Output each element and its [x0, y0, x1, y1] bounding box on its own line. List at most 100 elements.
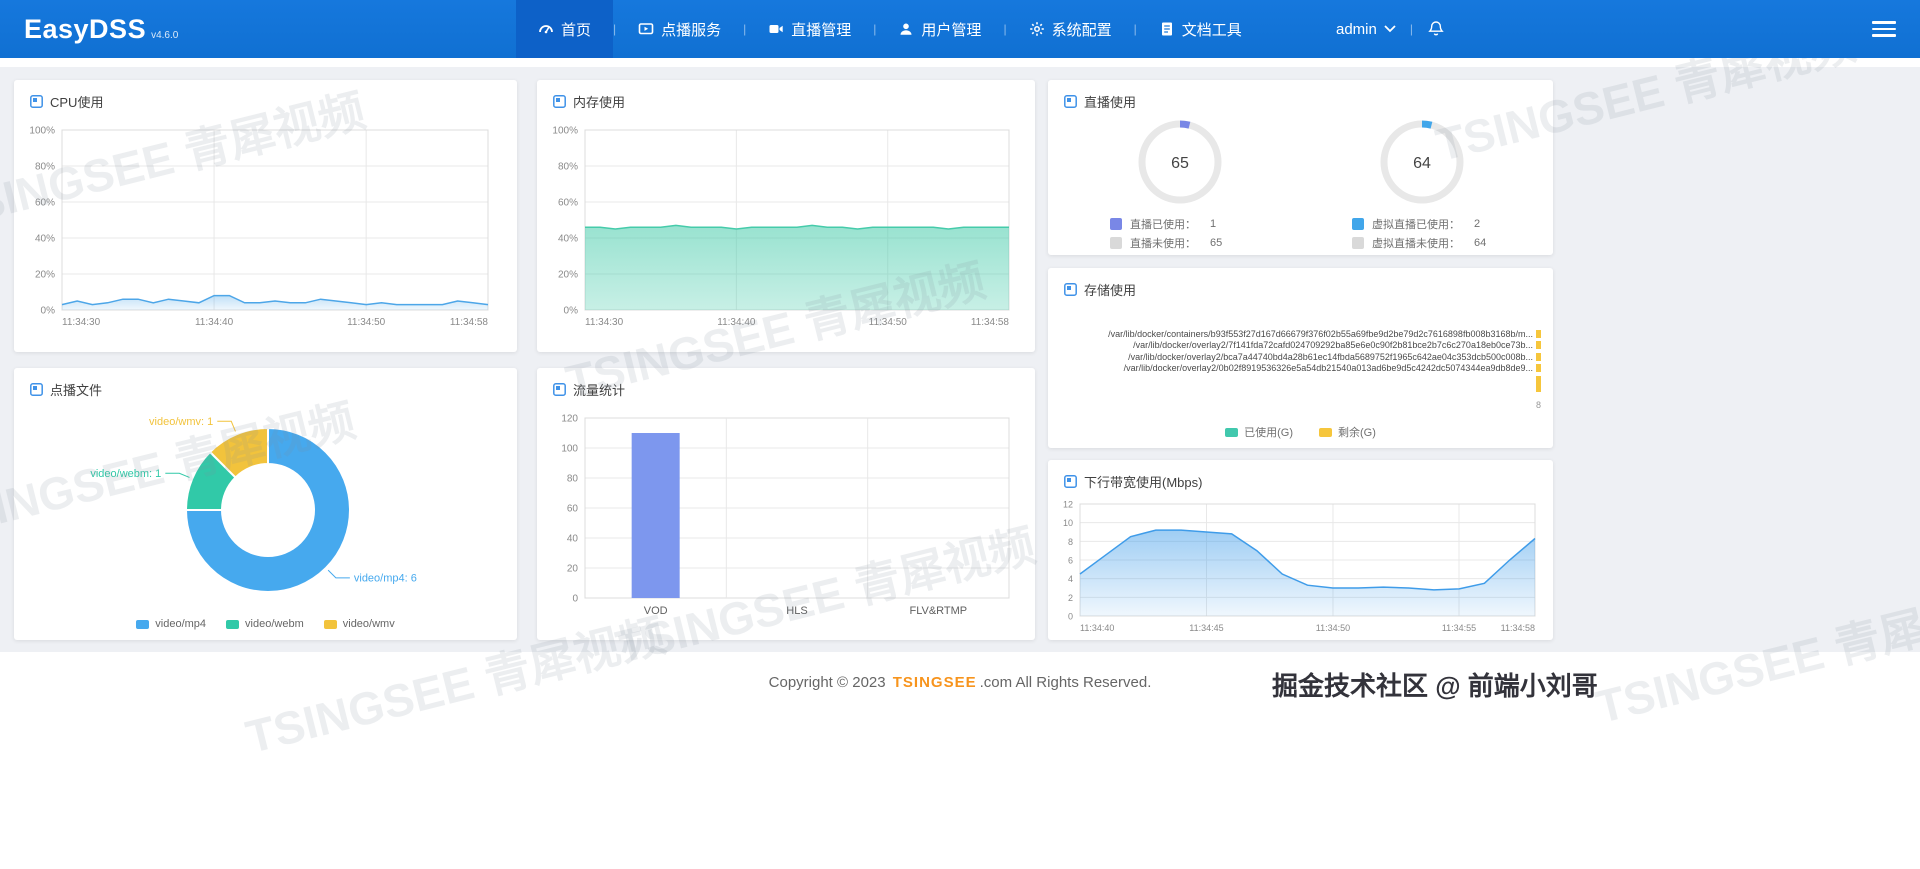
- storage-legend: 已使用(G) 剩余(G): [1048, 424, 1553, 440]
- remaining-bar: [1536, 364, 1541, 373]
- page-subbar: [0, 58, 1920, 67]
- svg-text:HLS: HLS: [786, 605, 807, 617]
- card-header: 直播使用: [1048, 80, 1553, 116]
- cpu-usage-card: CPU使用 0% 20% 40% 60% 80% 100% 11:34:30 11:34:40…: [14, 80, 517, 352]
- card-title: 存储使用: [1084, 282, 1137, 298]
- svg-text:11:34:58: 11:34:58: [971, 317, 1010, 328]
- svg-text:6: 6: [1068, 556, 1073, 566]
- nav-item-user-manage[interactable]: 用户管理: [876, 0, 1003, 58]
- storage-row: /var/lib/docker/containers/b93f553f27d16…: [1064, 328, 1541, 340]
- legend-value: 1: [1210, 217, 1217, 230]
- vod-play-icon: [638, 23, 654, 35]
- nav-label: 用户管理: [921, 21, 982, 39]
- legend-swatch: [1110, 236, 1122, 249]
- card-header: CPU使用: [14, 80, 517, 116]
- user-menu[interactable]: admin: [1336, 21, 1396, 38]
- svg-text:20%: 20%: [35, 270, 55, 281]
- svg-text:80%: 80%: [558, 162, 578, 173]
- panel-icon: [1064, 474, 1077, 488]
- card-title: 下行带宽使用(Mbps): [1084, 474, 1203, 490]
- docker-path: /var/lib/docker/containers/b93f553f27d16…: [1108, 328, 1533, 339]
- dashboard-icon: [539, 25, 553, 34]
- svg-text:0%: 0%: [564, 306, 579, 317]
- svg-text:10: 10: [1063, 518, 1073, 528]
- svg-text:VOD: VOD: [644, 605, 668, 617]
- bandwidth-line-chart: 0 2 4 6 8 10 12 11:34:40 11:34:45 11:34:50 11:34:5…: [1063, 500, 1536, 633]
- legend-item: video/webm: [226, 618, 304, 630]
- nav-item-live-manage[interactable]: 直播管理: [746, 0, 873, 58]
- vod-legend: video/mp4 video/webm video/wmv: [14, 618, 517, 630]
- svg-text:100%: 100%: [552, 126, 578, 137]
- svg-text:20%: 20%: [558, 270, 578, 281]
- document-icon: [1161, 22, 1172, 36]
- live-gauge-legend: 直播已使用： 1 直播未使用： 65: [1110, 214, 1222, 252]
- legend-row: 直播未使用： 65: [1110, 233, 1222, 252]
- svg-text:11:34:30: 11:34:30: [62, 317, 101, 328]
- legend-label: video/webm: [245, 618, 304, 630]
- nav-item-home[interactable]: 首页: [516, 0, 614, 58]
- live-usage-card: 直播使用 65 64 直播已使用： 1 直播未使用： 65 虚拟直播已使用： 2 虚拟…: [1048, 80, 1553, 255]
- nav-item-system-config[interactable]: 系统配置: [1007, 0, 1134, 58]
- svg-text:FLV&RTMP: FLV&RTMP: [909, 605, 967, 617]
- card-title: 直播使用: [1084, 94, 1137, 110]
- legend-label: video/mp4: [155, 618, 207, 630]
- storage-row: /var/lib/docker/overlay2/0b02f8919536326…: [1064, 363, 1541, 375]
- legend-label: 直播已使用：: [1130, 218, 1196, 231]
- nav-item-vod-service[interactable]: 点播服务: [616, 0, 743, 58]
- legend-swatch: [1225, 427, 1239, 437]
- chevron-down-icon: [1384, 25, 1396, 33]
- camera-icon: [769, 25, 783, 33]
- svg-text:11:34:45: 11:34:45: [1189, 623, 1223, 633]
- legend-value: 65: [1210, 236, 1223, 249]
- svg-text:60: 60: [567, 504, 579, 515]
- svg-text:100: 100: [561, 444, 578, 455]
- virtual-live-gauge-donut: 64: [1380, 120, 1464, 204]
- panel-icon: [553, 94, 566, 108]
- svg-text:40: 40: [567, 534, 579, 545]
- legend-swatch: [226, 619, 240, 629]
- legend-item: 剩余(G): [1319, 424, 1376, 440]
- cpu-line-chart: 0% 20% 40% 60% 80% 100% 11:34:30 11:34:40 11:34:…: [29, 126, 489, 328]
- svg-text:video/mp4: 6: video/mp4: 6: [354, 572, 417, 584]
- svg-text:11:34:30: 11:34:30: [585, 317, 624, 328]
- svg-text:11:34:40: 11:34:40: [195, 317, 234, 328]
- legend-swatch: [1110, 217, 1122, 230]
- vod-donut-chart: video/mp4: 6 video/webm: 1 video/wmv: 1: [90, 416, 417, 593]
- copyright-suffix: .com All Rights Reserved.: [979, 674, 1152, 691]
- svg-text:60%: 60%: [558, 198, 578, 209]
- card-header: 点播文件: [14, 368, 517, 404]
- card-title: CPU使用: [50, 94, 104, 110]
- svg-text:0: 0: [572, 594, 578, 605]
- legend-swatch: [1352, 217, 1364, 230]
- notifications-button[interactable]: [1427, 20, 1445, 38]
- memory-area-chart: 0% 20% 40% 60% 80% 100% 11:34:30 11:34:40 11:34:…: [552, 126, 1010, 328]
- legend-label: 直播未使用：: [1130, 237, 1196, 250]
- nav-item-doc-tools[interactable]: 文档工具: [1137, 0, 1264, 58]
- svg-text:80: 80: [567, 474, 579, 485]
- svg-text:11:34:58: 11:34:58: [1501, 623, 1535, 633]
- traffic-bar-chart: 0 20 40 60 80 100 120 VOD HLS FLV&RTMP: [561, 414, 1010, 617]
- svg-text:11:34:40: 11:34:40: [1080, 623, 1114, 633]
- svg-text:100%: 100%: [29, 126, 55, 137]
- legend-value: 2: [1474, 217, 1481, 230]
- legend-label: 虚拟直播已使用：: [1372, 218, 1460, 231]
- legend-swatch: [323, 619, 337, 629]
- card-title: 内存使用: [573, 94, 626, 110]
- copyright: Copyright © 2023 TSINGSEE .com All Rights…: [0, 674, 1920, 691]
- card-header: 流量统计: [537, 368, 1035, 404]
- card-title: 点播文件: [50, 382, 103, 398]
- svg-text:60%: 60%: [35, 198, 55, 209]
- legend-label: video/wmv: [342, 618, 395, 630]
- panel-icon: [1064, 94, 1077, 108]
- bandwidth-card: 下行带宽使用(Mbps) 0 2 4 6 8 10 12 11:34:40 11:34:45 11…: [1048, 460, 1553, 640]
- brand-logo: EasyDSS v4.6.0: [24, 0, 178, 58]
- storage-chart: /var/lib/docker/containers/b93f553f27d16…: [1064, 328, 1541, 418]
- memory-usage-card: 内存使用 0% 20% 40% 60% 80% 100% 11:34:30 11:34:40 1…: [537, 80, 1035, 352]
- legend-swatch: [1319, 427, 1332, 437]
- svg-text:video/wmv: 1: video/wmv: 1: [149, 416, 213, 428]
- brand-name: EasyDSS: [24, 13, 147, 44]
- nav-label: 系统配置: [1051, 21, 1112, 39]
- credit-overlay: 掘金技术社区 @ 前端小刘哥: [1272, 671, 1598, 701]
- svg-text:0%: 0%: [41, 306, 56, 317]
- hamburger-menu-icon[interactable]: [1872, 21, 1896, 41]
